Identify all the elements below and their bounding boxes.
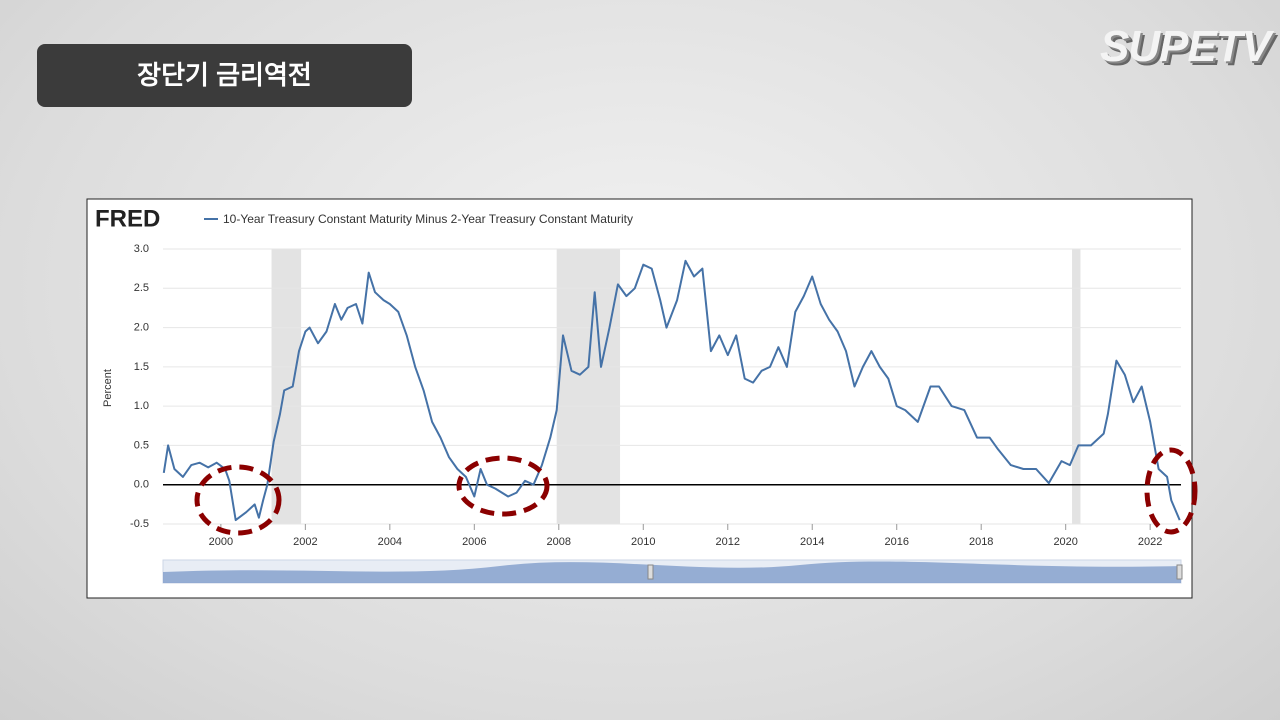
- x-tick-label: 2016: [884, 536, 908, 548]
- x-tick-label: 2018: [969, 536, 993, 548]
- y-tick-label: 1.5: [134, 361, 149, 373]
- logo: SUPETV: [1100, 22, 1271, 71]
- recession-shade: [271, 249, 302, 524]
- navigator-handle[interactable]: [647, 564, 654, 580]
- x-tick-label: 2000: [209, 536, 233, 548]
- y-tick-label: 3.0: [134, 243, 149, 255]
- x-tick-label: 2004: [378, 536, 402, 548]
- x-tick-label: 2022: [1138, 536, 1162, 548]
- y-tick-label: 2.5: [134, 282, 149, 294]
- annotation-circle: [1144, 447, 1198, 535]
- series-line: [162, 259, 1181, 522]
- x-tick-label: 2006: [462, 536, 486, 548]
- x-tick-label: 2002: [293, 536, 317, 548]
- slide-title: 장단기 금리역전: [37, 44, 412, 107]
- y-tick-label: -0.5: [130, 518, 149, 530]
- y-axis-label: Percent: [102, 369, 114, 407]
- recession-shade: [556, 249, 621, 524]
- y-tick-label: 0.5: [134, 439, 149, 451]
- y-tick-label: 1.0: [134, 400, 149, 412]
- navigator-series: [163, 561, 1181, 583]
- recession-shade: [1072, 249, 1081, 524]
- annotation-circle: [194, 464, 282, 536]
- annotation-circle: [456, 455, 550, 517]
- source-logo: FRED: [95, 205, 160, 232]
- y-tick-label: 0.0: [134, 479, 149, 491]
- x-tick-label: 2020: [1053, 536, 1077, 548]
- chart-frame: [86, 198, 1193, 599]
- navigator-handle[interactable]: [1176, 564, 1183, 580]
- y-tick-label: 2.0: [134, 321, 149, 333]
- legend-label: 10-Year Treasury Constant Maturity Minus…: [223, 212, 633, 226]
- x-tick-label: 2010: [631, 536, 655, 548]
- x-tick-label: 2012: [716, 536, 740, 548]
- x-tick-label: 2014: [800, 536, 824, 548]
- x-tick-label: 2008: [547, 536, 571, 548]
